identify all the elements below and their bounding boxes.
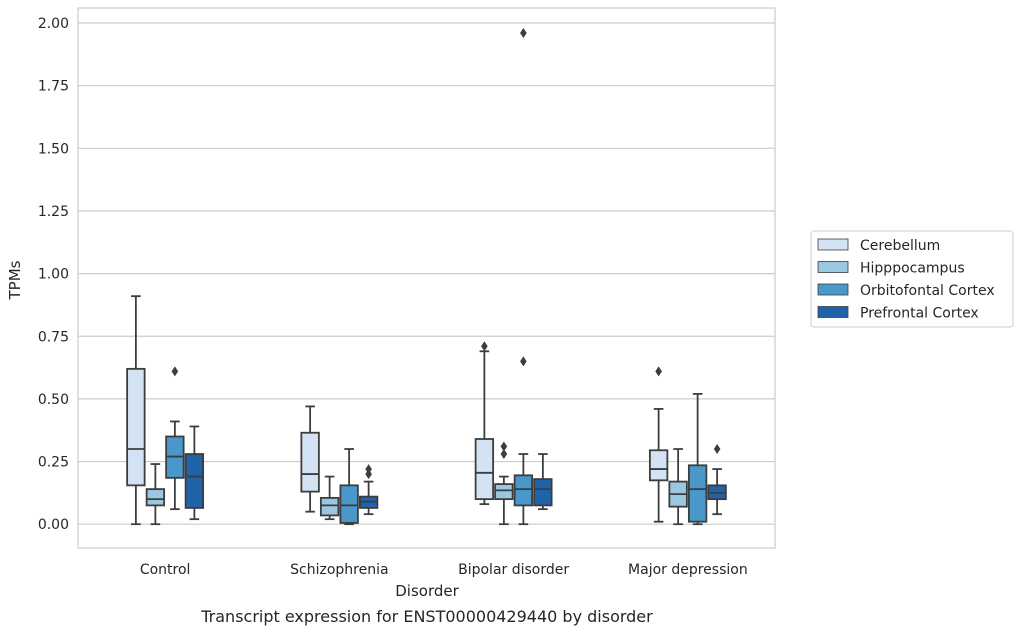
legend-label: Prefrontal Cortex — [860, 306, 979, 322]
box-body — [300, 431, 320, 493]
y-axis-label: TPMs — [6, 260, 24, 300]
x-tick-label: Bipolar disorder — [458, 562, 569, 578]
outlier-point — [365, 469, 372, 480]
outlier-point — [500, 441, 508, 452]
outlier-point — [365, 464, 372, 475]
x-tick-label: Major depression — [628, 562, 748, 578]
x-tick-label: Schizophrenia — [290, 562, 388, 578]
box-prefrontal-cortex — [184, 425, 205, 521]
box-hipppocampus — [668, 448, 688, 526]
box-cerebellum — [300, 405, 320, 513]
box-prefrontal-cortex — [707, 444, 727, 516]
box-body — [339, 484, 359, 524]
box-cerebellum — [648, 366, 669, 523]
y-tick-label: 0.00 — [38, 517, 69, 533]
x-axis-ticks: Control Schizophrenia Bipolar disorder Majo… — [140, 562, 748, 578]
box-orbitofontal-cortex — [339, 448, 359, 526]
y-tick-label: 1.75 — [38, 79, 69, 95]
legend-swatch — [817, 238, 849, 251]
y-tick-label: 1.50 — [38, 141, 69, 157]
outlier-point — [655, 366, 662, 377]
y-tick-label: 1.25 — [38, 204, 69, 220]
box-body — [145, 488, 166, 507]
y-tick-label: 1.00 — [38, 267, 69, 283]
outlier-point — [520, 28, 527, 39]
box-body — [533, 478, 553, 507]
x-axis-label: Disorder — [395, 582, 459, 600]
box-body — [648, 449, 669, 482]
box-cerebellum — [474, 341, 495, 506]
y-tick-label: 0.75 — [38, 329, 69, 345]
legend-label: Cerebellum — [860, 238, 940, 254]
box-hipppocampus — [319, 475, 340, 521]
outlier-point — [500, 449, 508, 460]
legend-label: Hipppocampus — [860, 261, 965, 277]
legend-label: Orbitofontal Cortex — [860, 283, 995, 299]
box-body — [474, 438, 495, 501]
outlier-point — [520, 356, 527, 367]
plot-frame — [77, 7, 776, 549]
chart-caption: Transcript expression for ENST0000042944… — [200, 607, 653, 626]
y-tick-label: 0.25 — [38, 455, 69, 471]
outlier-point — [171, 366, 179, 377]
legend: Cerebellum Hipppocampus Orbitofontal Corte… — [810, 230, 1014, 328]
y-axis-ticks: 0.00 0.25 0.50 0.75 1.00 1.25 1.50 1.75 2.00 — [38, 16, 69, 533]
box-body — [494, 483, 514, 501]
box-body — [687, 464, 708, 523]
box-orbitofontal-cortex — [165, 366, 185, 511]
legend-frame — [810, 230, 1014, 328]
outlier-point — [481, 341, 488, 352]
box-body — [126, 367, 146, 487]
legend-swatch — [817, 261, 849, 273]
outlier-point — [713, 444, 721, 455]
box-body — [184, 453, 205, 509]
box-hipppocampus — [145, 463, 166, 526]
legend-swatch — [817, 283, 849, 296]
x-tick-label: Control — [140, 562, 191, 578]
box-orbitofontal-cortex — [687, 392, 708, 526]
legend-swatch — [817, 306, 849, 318]
box-cerebellum — [126, 295, 146, 526]
box-orbitofontal-cortex — [513, 28, 534, 526]
box-body — [319, 496, 340, 517]
box-prefrontal-cortex — [358, 464, 379, 516]
y-tick-label: 2.00 — [38, 16, 69, 32]
boxes — [126, 28, 727, 526]
box-prefrontal-cortex — [533, 453, 553, 511]
box-hipppocampus — [494, 441, 514, 526]
box-body — [513, 474, 534, 507]
y-tick-label: 0.50 — [38, 392, 69, 408]
